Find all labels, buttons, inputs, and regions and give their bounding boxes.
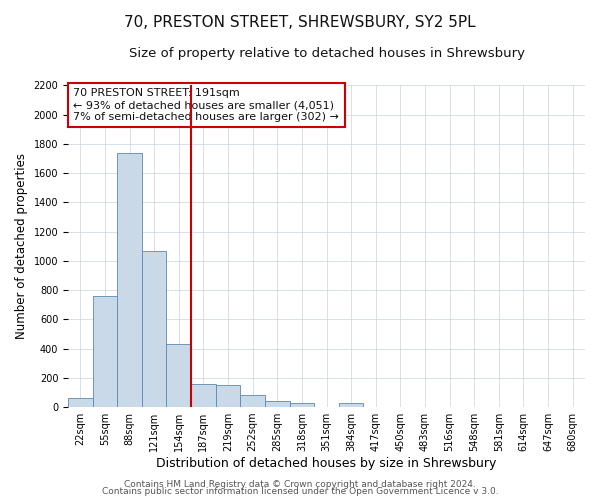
Title: Size of property relative to detached houses in Shrewsbury: Size of property relative to detached ho… [128, 48, 524, 60]
Bar [117, 152, 142, 407]
Bar [142, 250, 166, 407]
Text: Contains HM Land Registry data © Crown copyright and database right 2024.: Contains HM Land Registry data © Crown c… [124, 480, 476, 489]
Bar [339, 404, 364, 407]
Text: Contains public sector information licensed under the Open Government Licence v : Contains public sector information licen… [101, 487, 499, 496]
Bar [216, 385, 241, 407]
Bar [241, 396, 265, 407]
Bar [68, 398, 92, 407]
Bar [166, 344, 191, 407]
Bar [290, 402, 314, 407]
Text: 70 PRESTON STREET: 191sqm
← 93% of detached houses are smaller (4,051)
7% of sem: 70 PRESTON STREET: 191sqm ← 93% of detac… [73, 88, 339, 122]
X-axis label: Distribution of detached houses by size in Shrewsbury: Distribution of detached houses by size … [157, 457, 497, 470]
Bar [191, 384, 216, 407]
Y-axis label: Number of detached properties: Number of detached properties [15, 153, 28, 339]
Text: 70, PRESTON STREET, SHREWSBURY, SY2 5PL: 70, PRESTON STREET, SHREWSBURY, SY2 5PL [124, 15, 476, 30]
Bar [92, 296, 117, 407]
Bar [265, 400, 290, 407]
